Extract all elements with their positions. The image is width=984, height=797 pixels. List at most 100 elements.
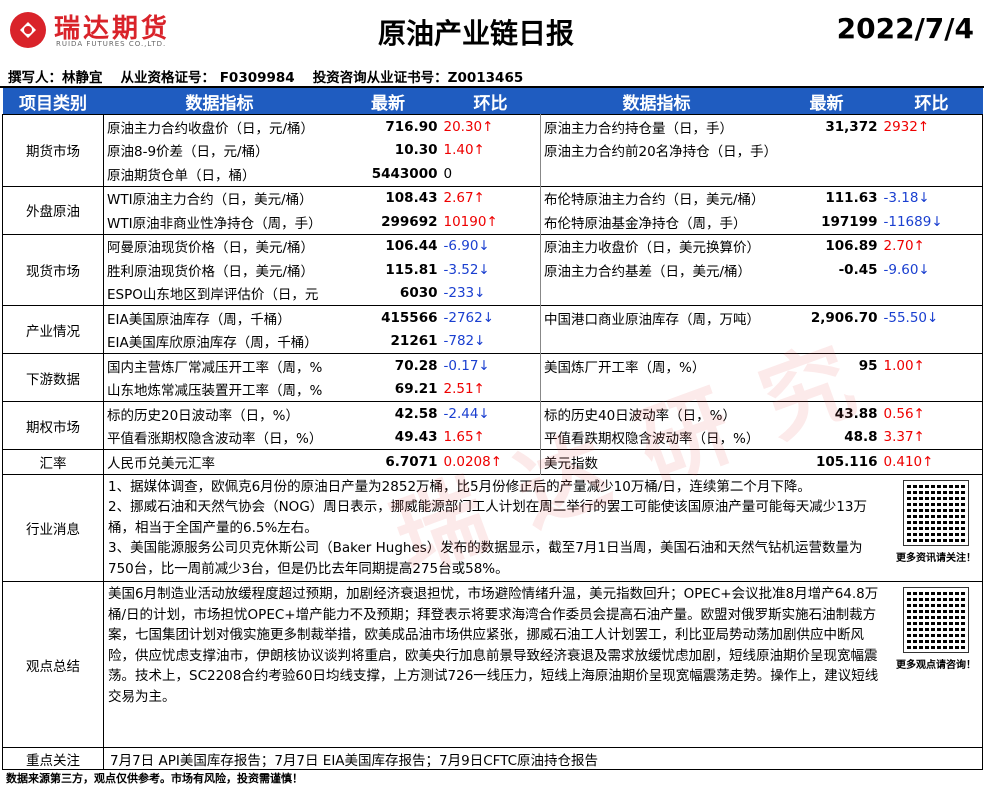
cell-indicator: 原油主力合约收盘价（日，元/桶）	[103, 114, 336, 139]
cell-change: -55.50↓	[880, 305, 983, 330]
category: 行业消息	[2, 473, 104, 582]
cell-change: -3.18↓	[880, 185, 983, 210]
cell-latest: 6.7071	[335, 449, 441, 474]
news-item: 2、挪威石油和天然气协会（NOG）周日表示，挪威能源部门工人计划在周二举行的罢工…	[108, 499, 867, 536]
data-row: ESPO山东地区到岸评估价（日，元 6030 -233↓	[3, 281, 983, 306]
cell-indicator: 美元指数	[540, 449, 773, 474]
cell-indicator	[541, 162, 773, 186]
cell-change: -2.44↓	[440, 401, 541, 426]
date: 2022/7/4	[836, 12, 974, 45]
cell-indicator: 胜利原油现货价格（日，美元/桶）	[107, 263, 315, 280]
cell-latest: 48.8	[844, 429, 878, 446]
cell-indicator: EIA美国库欣原油库存（周，千桶）	[107, 335, 318, 352]
cell-change: -782↓	[440, 329, 541, 354]
category: 期货市场	[2, 114, 104, 186]
data-row: EIA美国库欣原油库存（周，千桶） 21261 -782↓	[3, 329, 983, 354]
focus-row: 重点关注 7月7日 API美国库存报告；7月7日 EIA美国库存报告；7月9日CF…	[2, 747, 983, 770]
logo-icon	[10, 12, 46, 48]
column-header: 项目类别	[2, 88, 104, 115]
cell-change: 0.0208↑	[440, 449, 541, 474]
news-item: 3、美国能源服务公司贝克休斯公司（Baker Hughes）发布的数据显示，截至…	[108, 540, 863, 577]
cell-indicator: WTI原油主力合约（日，美元/桶）	[103, 185, 336, 210]
focus-text: 7月7日 API美国库存报告；7月7日 EIA美国库存报告；7月9日CFTC原油…	[103, 747, 983, 770]
cell-change	[880, 281, 983, 306]
cell-latest: 49.43	[394, 429, 438, 446]
title: 原油产业链日报	[378, 17, 575, 50]
cell-latest: 5443000	[371, 165, 438, 182]
consult-license: 投资咨询从业证书号：Z0013465	[312, 70, 524, 86]
cell-change: -6.90↓	[440, 233, 541, 258]
qr-code	[903, 479, 969, 546]
cell-indicator: ESPO山东地区到岸评估价（日，元	[107, 287, 319, 304]
cell-latest: 2,906.70	[772, 305, 881, 330]
cell-indicator: 原油主力合约基差（日，美元/桶）	[544, 263, 752, 280]
cell-latest: 21261	[390, 333, 438, 350]
news-cell: 1、据媒体调查，欧佩克6月份的原油日产量为2852万桶，比5月份修正后的产量减少…	[103, 473, 983, 582]
qr-code	[903, 587, 969, 653]
cell-latest: 108.43	[335, 185, 441, 210]
category: 产业情况	[2, 305, 104, 354]
rule	[0, 86, 984, 88]
cell-latest: 6030	[399, 285, 438, 302]
cell-latest: 69.21	[394, 381, 438, 398]
data-row: 胜利原油现货价格（日，美元/桶） 115.81 -3.52↓ 原油主力合约基差（日，美…	[3, 258, 983, 282]
cell-indicator: WTI原油非商业性净持仓（周，手）	[107, 215, 322, 232]
cell-latest	[773, 282, 881, 306]
header-row: 项目类别 数据指标 最新 环比 数据指标 最新 环比	[2, 88, 983, 115]
cell-indicator: 布伦特原油主力合约（日，美元/桶）	[540, 185, 773, 210]
column-header: 最新	[772, 88, 881, 115]
data-row: 原油8-9价差（日，元/桶） 10.30 1.40↑ 原油主力合约前20名净持仓（日，…	[3, 138, 983, 162]
news-item: 1、据媒体调查，欧佩克6月份的原油日产量为2852万桶，比5月份修正后的产量减少…	[108, 478, 811, 495]
category: 期权市场	[2, 401, 104, 450]
category: 观点总结	[2, 581, 104, 748]
content: 1、据媒体调查，欧佩克6月份的原油日产量为2852万桶，比5月份修正后的产量减少…	[104, 475, 982, 581]
data-row: 山东地炼常减压装置开工率（周，% 69.21 2.51↑	[3, 377, 983, 402]
cell-change: 3.37↑	[880, 425, 983, 450]
cell-change: 1.65↑	[440, 425, 541, 450]
author-line: 撰写人：林静宜 从业资格证号： F0309984 投资咨询从业证书号：Z0013…	[8, 66, 523, 86]
cell-latest: -0.45	[838, 261, 878, 278]
news-row: 行业消息 1、据媒体调查，欧佩克6月份的原油日产量为2852万桶，比5月份修正后的…	[2, 473, 983, 582]
cell-latest: 111.63	[772, 185, 881, 210]
qr-caption: 更多资讯请关注！	[896, 552, 976, 564]
cell-change	[880, 162, 983, 186]
column-header: 数据指标	[540, 88, 773, 115]
data-row: 期权市场 标的历史20日波动率（日，%） 42.58 -2.44↓ 标的历史40日波动率…	[2, 401, 983, 450]
logo-text: 瑞达期货	[54, 14, 171, 44]
cell-indicator: 山东地炼常减压装置开工率（周，%	[107, 383, 323, 400]
cell-latest: 42.58	[335, 401, 441, 426]
category: 现货市场	[2, 233, 104, 306]
cell-latest: 106.44	[335, 233, 441, 258]
cell-indicator: 标的历史40日波动率（日，%）	[540, 401, 773, 426]
cell-change: 2.70↑	[880, 233, 983, 258]
cell-indicator: 国内主营炼厂常减压开工率（周，%	[103, 353, 336, 378]
qr-caption: 更多观点请咨询！	[896, 660, 976, 671]
data-row: 下游数据 国内主营炼厂常减压开工率（周，% 70.28 -0.17↓ 美国炼厂开工率（周…	[2, 353, 983, 402]
cell-indicator	[541, 378, 773, 402]
category: 外盘原油	[2, 185, 104, 234]
category: 汇率	[2, 449, 104, 474]
cell-latest	[773, 378, 881, 402]
cell-latest: 716.90	[335, 114, 441, 139]
data-table: 项目类别 数据指标 最新 环比 数据指标 最新 环比 期货市场 原油主力合约收盘价（日，元/桶）…	[2, 88, 983, 770]
cell-indicator: 布伦特原油基金净持仓（周，手）	[544, 215, 747, 232]
qr-box: 更多观点请咨询！	[890, 583, 982, 671]
cell-indicator: EIA美国原油库存（周，千桶）	[103, 305, 336, 330]
data-row: 汇率 人民币兑美元汇率 6.7071 0.0208↑ 美元指数 105.116 0.410↑	[2, 449, 983, 474]
view-text: 美国6月制造业活动放缓程度超过预期，加剧经济衰退担忧，市场避险情绪升温，美元指数…	[108, 586, 879, 705]
view-row: 观点总结 美国6月制造业活动放缓程度超过预期，加剧经济衰退担忧，市场避险情绪升温，…	[2, 581, 983, 748]
text: 1、据媒体调查，欧佩克6月份的原油日产量为2852万桶，比5月份修正后的产量减少…	[104, 475, 890, 581]
category: 重点关注	[2, 747, 104, 770]
column-header: 数据指标	[103, 88, 336, 115]
cell-latest: 10.30	[394, 142, 438, 159]
cell-change: -9.60↓	[880, 258, 983, 282]
content: 美国6月制造业活动放缓程度超过预期，加剧经济衰退担忧，市场避险情绪升温，美元指数…	[104, 583, 982, 710]
category: 下游数据	[2, 353, 104, 402]
cell-change: -3.52↓	[440, 258, 541, 282]
cell-indicator: 中国港口商业原油库存（周，万吨）	[540, 305, 773, 330]
cell-change: 2932↑	[880, 114, 983, 139]
cell-indicator	[541, 330, 773, 354]
column-header: 环比	[880, 88, 983, 115]
cell-indicator: 原油期货仓单（日，桶）	[107, 167, 256, 184]
